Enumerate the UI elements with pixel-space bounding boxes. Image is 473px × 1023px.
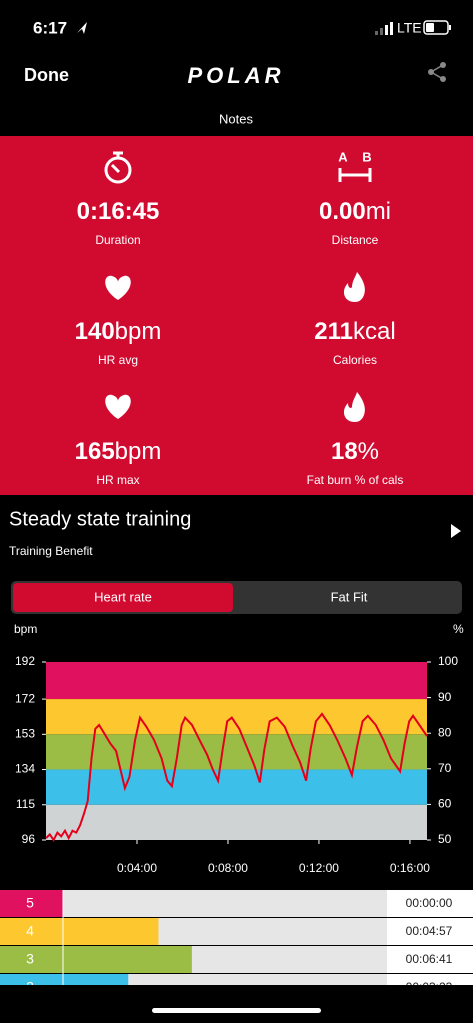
stat-number: 0:16:45 — [77, 198, 160, 225]
stat-value: 0.00mi — [319, 198, 391, 225]
notes-link[interactable]: Notes — [219, 111, 253, 126]
stat-label: HR max — [96, 473, 139, 487]
done-button[interactable]: Done — [24, 65, 69, 85]
x-tick-label: 0:08:00 — [208, 861, 248, 875]
stat-number: 211 — [314, 318, 353, 345]
zone-band — [46, 662, 427, 700]
stat-unit: mi — [366, 198, 391, 225]
tab-active[interactable] — [13, 583, 233, 612]
tab-fat-fit[interactable]: Fat Fit — [331, 589, 368, 604]
y2-axis-label: % — [453, 622, 464, 636]
x-tick-label: 0:04:00 — [117, 861, 157, 875]
y-tick-label: 192 — [15, 654, 35, 668]
zone-band — [46, 769, 427, 805]
x-tick-label: 0:12:00 — [299, 861, 339, 875]
stat-unit: bpm — [115, 438, 162, 465]
y-tick-label: 153 — [15, 726, 35, 740]
zone-bar — [63, 918, 159, 945]
home-indicator — [152, 1008, 321, 1013]
y2-tick-label: 100 — [438, 654, 458, 668]
zone-label-cell — [0, 918, 63, 945]
stat-label: HR avg — [98, 353, 138, 367]
y-axis-label: bpm — [14, 622, 37, 636]
home-bar-area — [0, 985, 473, 1023]
expand-arrow[interactable] — [451, 524, 461, 538]
training-subtitle: Training Benefit — [9, 544, 93, 558]
zone-band — [46, 804, 427, 840]
zone-label-cell — [0, 890, 63, 917]
stat-number: 140 — [75, 318, 115, 345]
stat-unit: kcal — [353, 318, 396, 345]
status-time: 6:17 — [33, 18, 67, 37]
x-tick-label: 0:16:00 — [390, 861, 430, 875]
heart-icons — [105, 275, 131, 419]
battery-icon — [423, 20, 451, 35]
y-tick-label: 96 — [22, 832, 36, 846]
zone-number: 3 — [26, 951, 34, 967]
y-tick-label: 115 — [16, 797, 35, 811]
zone-band — [46, 699, 427, 735]
network-label: LTE — [397, 20, 422, 36]
stat-number: 0.00 — [319, 198, 366, 225]
y-tick-label: 134 — [15, 762, 35, 776]
zone-band — [46, 734, 427, 770]
stat-label: Fat burn % of cals — [307, 473, 404, 487]
stat-number: 18 — [331, 438, 358, 465]
y2-tick-label: 70 — [438, 761, 452, 775]
flame-icons — [343, 272, 365, 422]
zone-time: 00:00:00 — [406, 896, 453, 910]
zone-bar — [63, 946, 192, 973]
svg-text:A: A — [338, 149, 348, 164]
y2-tick-label: 50 — [438, 832, 452, 846]
zone-time-cell — [387, 918, 473, 945]
heart-rate-line — [45, 712, 428, 842]
training-title: Steady state training — [9, 508, 191, 530]
zone-time-cell — [387, 890, 473, 917]
stat-value: 140bpm — [75, 318, 162, 345]
stat-number: 165 — [75, 438, 115, 465]
stat-label: Distance — [332, 233, 379, 247]
y-tick-label: 172 — [15, 691, 35, 705]
heart-rate-chart: 96 115 134 153 172 192 50 60 70 80 90 100 0:04:00 0:0… — [15, 654, 458, 875]
stats-panel — [0, 136, 473, 495]
stat-value: 165bpm — [75, 438, 162, 465]
zone-number: 4 — [26, 923, 34, 939]
stat-value: 0:16:45 — [77, 198, 160, 225]
tab-heart-rate[interactable]: Heart rate — [94, 589, 152, 604]
stat-unit: bpm — [115, 318, 162, 345]
stat-label: Duration — [95, 233, 140, 247]
polar-logo: POLAR — [188, 63, 285, 88]
stat-value: 211kcal — [314, 318, 395, 345]
zone-time: 00:04:57 — [406, 924, 453, 938]
zone-time: 00:06:41 — [406, 952, 453, 966]
zone-label-cell — [0, 946, 63, 973]
share-button[interactable] — [428, 62, 446, 82]
stat-value: 18% — [331, 438, 379, 465]
stat-label: Calories — [333, 353, 377, 367]
signal-icon — [375, 22, 393, 35]
zone-number: 5 — [26, 895, 34, 911]
zone-time-cell — [387, 946, 473, 973]
y2-tick-label: 60 — [438, 797, 452, 811]
svg-text:B: B — [362, 149, 371, 164]
location-icon — [77, 22, 87, 34]
stat-unit: % — [358, 438, 379, 465]
y2-tick-label: 80 — [438, 725, 452, 739]
y2-tick-label: 90 — [438, 690, 452, 704]
stopwatch-icon — [104, 151, 132, 184]
